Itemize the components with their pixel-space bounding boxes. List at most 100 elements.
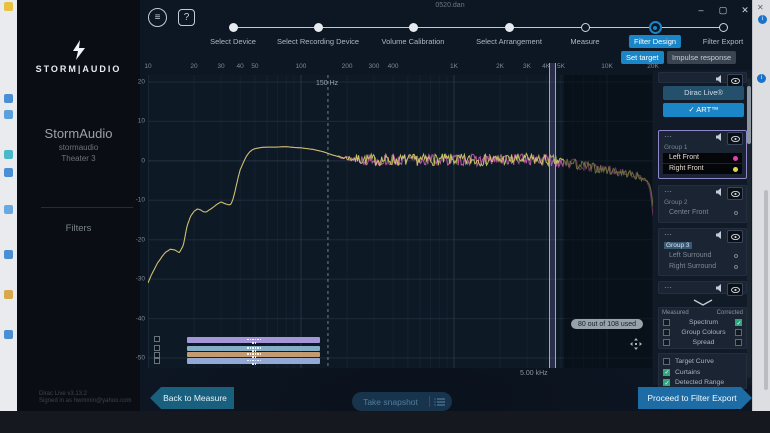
subtab-inactive[interactable]: Impulse response <box>667 51 737 64</box>
close-button[interactable]: ✕ <box>741 5 749 15</box>
curtain-frequency-label: 5.00 kHz <box>520 370 548 377</box>
group-range-bar[interactable] <box>187 337 320 344</box>
y-tick-label: -30 <box>135 275 145 283</box>
channel-row-left-front[interactable]: Left Front <box>663 153 742 163</box>
bg-close-icon[interactable]: ✕ <box>757 3 764 12</box>
group-menu-icon[interactable]: ⋯ <box>664 187 673 196</box>
checkbox-measured-spread[interactable] <box>663 339 670 346</box>
group-name: Group 2 <box>664 199 688 206</box>
visibility-row-label: Target Curve <box>675 358 714 365</box>
mode-button-dirac-live[interactable]: Dirac Live® <box>663 86 744 100</box>
visibility-eye-button[interactable] <box>727 283 743 296</box>
help-button[interactable]: ? <box>178 9 195 26</box>
proceed-label: Proceed to Filter Export <box>647 393 737 403</box>
visibility-row-label: Curtains <box>675 368 701 376</box>
stepper-step-label[interactable]: Select Recording Device <box>276 37 360 46</box>
bg-scrollbar[interactable] <box>764 190 768 390</box>
checkbox-measured-group-colours[interactable] <box>663 329 670 336</box>
range-bar-grip[interactable] <box>247 338 262 344</box>
bg-window-icon <box>4 168 13 177</box>
stepper-dot-done[interactable] <box>408 23 418 32</box>
frequency-response-plot[interactable] <box>148 75 752 368</box>
channel-ring-icon <box>734 210 738 215</box>
background-window-left[interactable] <box>0 0 18 411</box>
range-bar-grip[interactable] <box>247 353 262 358</box>
panel-scrollbar-thumb[interactable] <box>747 86 751 144</box>
background-window-right[interactable]: ✕ i i <box>752 0 770 411</box>
group-range-bar[interactable] <box>187 352 320 358</box>
take-snapshot-button[interactable]: Take snapshot <box>352 392 452 411</box>
speaker-icon[interactable] <box>716 188 725 196</box>
checkbox-detected-range[interactable] <box>663 379 670 387</box>
checkbox-corrected-spread[interactable] <box>735 339 742 346</box>
back-to-measure-button[interactable]: Back to Measure <box>150 387 234 409</box>
stepper-step-label[interactable]: Select Device <box>210 37 256 46</box>
proceed-to-filter-export-button[interactable]: Proceed to Filter Export <box>638 387 752 409</box>
move-grip-icon[interactable] <box>630 338 642 350</box>
curtain-handle[interactable] <box>549 63 556 368</box>
sidebar: STORM|AUDIO StormAudio stormaudio Theate… <box>17 0 140 411</box>
channel-row-center-front[interactable]: Center Front <box>663 208 742 218</box>
group-range-bar[interactable] <box>187 358 320 365</box>
panel-scrollbar[interactable] <box>747 78 751 378</box>
stepper-step-label[interactable]: Select Arrangement <box>476 37 542 46</box>
speaker-icon[interactable] <box>716 284 725 292</box>
range-bar-grip[interactable] <box>247 347 262 352</box>
subtab-active[interactable]: Set target <box>621 51 664 64</box>
range-bar-grip[interactable] <box>247 359 262 365</box>
stepper-step-label[interactable]: Filter Export <box>702 37 744 46</box>
menu-button[interactable]: ≡ <box>148 8 167 27</box>
bg-info-icon: i <box>757 74 766 83</box>
speaker-icon[interactable] <box>716 133 725 141</box>
stepper-dot-done[interactable] <box>228 23 238 32</box>
range-checkbox[interactable] <box>154 336 160 342</box>
stepper-dot-done[interactable] <box>313 23 323 32</box>
maximize-button[interactable]: ▢ <box>718 5 728 15</box>
checkbox-corrected-group-colours[interactable] <box>735 329 742 336</box>
matrix-col-corrected: Corrected <box>716 310 743 316</box>
speaker-icon[interactable] <box>716 231 725 239</box>
checkbox-corrected-spectrum[interactable] <box>735 319 742 327</box>
stepper-dot-active[interactable] <box>648 21 662 34</box>
visibility-eye-button[interactable] <box>727 74 743 87</box>
visibility-panel: Target Curve Curtains Detected Range <box>658 353 747 389</box>
stepper-dot-todo[interactable] <box>580 23 590 32</box>
group-name: Group 3 <box>664 242 692 249</box>
mode-button-art[interactable]: ✓ ART™ <box>663 103 744 117</box>
visibility-eye-button[interactable] <box>727 230 743 243</box>
matrix-row-label: Group Colours <box>681 329 726 336</box>
stepper-connector <box>233 27 723 28</box>
checkbox-curtains[interactable] <box>663 368 670 376</box>
stepper-dot-done[interactable] <box>504 23 514 32</box>
channel-panel: Dirac Live® ✓ ART™ ⋯ Group 1 Left Front Righ… <box>653 70 752 389</box>
range-checkbox[interactable] <box>154 352 160 358</box>
expand-groups-button[interactable] <box>658 294 747 306</box>
stepper-step-label[interactable]: Measure <box>570 37 600 46</box>
checkbox-target-curve[interactable] <box>663 358 670 365</box>
sidebar-item-filters[interactable]: Filters <box>65 223 92 234</box>
group-menu-icon[interactable]: ⋯ <box>664 230 673 239</box>
stepper-step-label[interactable]: Filter Design <box>628 35 682 48</box>
group-menu-icon[interactable]: ⋯ <box>664 283 673 292</box>
x-tick-label: 4K <box>542 63 551 70</box>
x-tick-label: 10K <box>601 63 613 70</box>
channel-row-right-front[interactable]: Right Front <box>663 164 742 174</box>
group-box: ⋯ Group 3 Left Surround Right Surround <box>658 228 747 276</box>
minimize-button[interactable]: – <box>698 5 704 15</box>
channel-row-left-surround[interactable]: Left Surround <box>663 251 742 261</box>
group-box-partial-top <box>658 72 747 87</box>
stepper-dot-todo[interactable] <box>718 23 728 32</box>
x-tick-label: 10 <box>144 63 152 70</box>
x-tick-label: 400 <box>387 63 399 70</box>
range-checkbox[interactable] <box>154 358 160 364</box>
group-range-bar[interactable] <box>187 346 320 352</box>
visibility-eye-button[interactable] <box>727 187 743 200</box>
channel-row-right-surround[interactable]: Right Surround <box>663 262 742 272</box>
window-title: 0520.dan <box>435 2 465 9</box>
checkbox-measured-spectrum[interactable] <box>663 319 670 326</box>
group-menu-icon[interactable]: ⋯ <box>664 132 673 141</box>
visibility-eye-button[interactable] <box>727 132 743 145</box>
stepper-step-label[interactable]: Volume Calibration <box>381 37 445 46</box>
group-box: ⋯ <box>658 281 747 296</box>
range-checkbox[interactable] <box>154 345 160 351</box>
